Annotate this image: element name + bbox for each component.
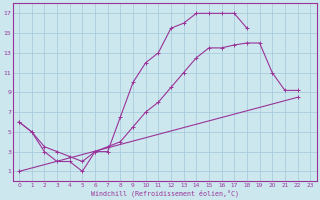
- X-axis label: Windchill (Refroidissement éolien,°C): Windchill (Refroidissement éolien,°C): [91, 189, 239, 197]
